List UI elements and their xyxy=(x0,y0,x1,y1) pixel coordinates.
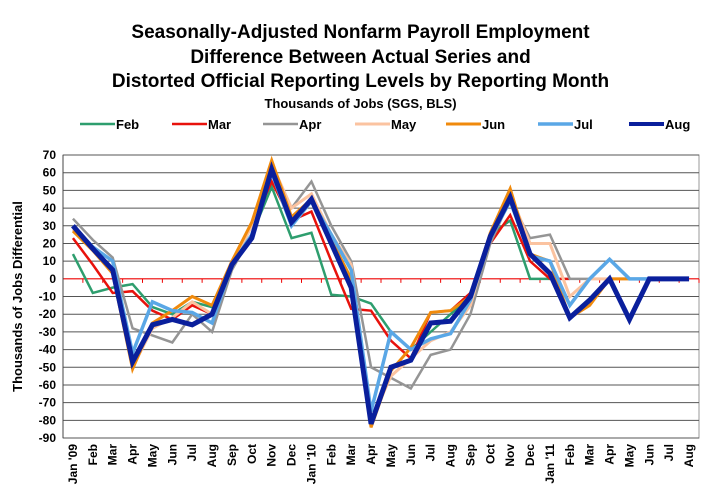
x-tick-label: Sep xyxy=(463,444,477,466)
x-tick-label: Jun xyxy=(404,444,418,465)
x-tick-label: Dec xyxy=(285,444,299,466)
y-tick-label: 40 xyxy=(43,201,57,215)
legend-label-apr: Apr xyxy=(299,117,321,132)
x-tick-label: Jun xyxy=(642,444,656,465)
x-tick-label: Jun xyxy=(165,444,179,465)
x-tick-label: Feb xyxy=(324,444,338,465)
x-tick-label: Jan '09 xyxy=(66,444,80,485)
series-line-aug xyxy=(71,161,690,425)
y-tick-label: -60 xyxy=(39,378,57,392)
y-tick-label: -40 xyxy=(39,343,57,357)
x-tick-label: Feb xyxy=(86,444,100,465)
x-tick-label: Feb xyxy=(563,444,577,465)
chart-title-line-2: Difference Between Actual Series and xyxy=(190,47,531,68)
y-tick-label: 10 xyxy=(43,254,57,268)
x-tick-label: Jan '11 xyxy=(543,444,557,484)
x-tick-label: Apr xyxy=(126,444,140,465)
x-tick-label: Oct xyxy=(483,444,497,464)
y-tick-label: -50 xyxy=(39,360,57,374)
y-tick-label: 50 xyxy=(43,183,57,197)
x-tick-label: Mar xyxy=(344,444,358,466)
x-tick-label: Sep xyxy=(225,444,239,466)
y-tick-label: -30 xyxy=(39,325,57,339)
x-tick-label: Nov xyxy=(503,444,517,467)
x-tick-label: Nov xyxy=(265,444,279,467)
legend-label-may: May xyxy=(391,117,417,132)
legend-label-jul: Jul xyxy=(574,117,593,132)
x-tick-label: May xyxy=(145,444,159,468)
x-tick-label: Apr xyxy=(364,444,378,465)
x-tick-label: Mar xyxy=(583,444,597,466)
x-tick-label: Aug xyxy=(682,444,696,467)
y-axis-title: Thousands of Jobs Differential xyxy=(10,201,25,392)
y-tick-label: 20 xyxy=(43,236,57,250)
x-tick-label: Aug xyxy=(205,444,219,467)
x-tick-label: Jan '10 xyxy=(304,444,318,485)
y-tick-label: 60 xyxy=(43,166,57,180)
y-tick-label: -10 xyxy=(39,290,57,304)
y-tick-label: 0 xyxy=(49,272,56,286)
x-tick-label: Dec xyxy=(523,444,537,466)
x-tick-label: Apr xyxy=(603,444,617,465)
x-tick-label: Oct xyxy=(245,444,259,464)
y-tick-label: -90 xyxy=(39,431,57,445)
x-tick-label: Aug xyxy=(444,444,458,467)
y-tick-label: 30 xyxy=(43,219,57,233)
y-tick-label: -80 xyxy=(39,413,57,427)
x-tick-label: Jul xyxy=(424,444,438,461)
x-tick-label: May xyxy=(622,444,636,468)
x-tick-label: May xyxy=(384,444,398,468)
legend-label-jun: Jun xyxy=(482,117,505,132)
x-tick-label: Jul xyxy=(185,444,199,461)
y-tick-label: 70 xyxy=(43,148,57,162)
y-tick-label: -20 xyxy=(39,307,57,321)
chart-title-line-1: Seasonally-Adjusted Nonfarm Payroll Empl… xyxy=(131,22,590,43)
x-tick-label: Mar xyxy=(106,444,120,466)
legend-label-mar: Mar xyxy=(208,117,231,132)
y-tick-label: -70 xyxy=(39,396,57,410)
legend-label-aug: Aug xyxy=(665,117,690,132)
x-tick-label: Jul xyxy=(662,444,676,461)
chart-title-line-3: Distorted Official Reporting Levels by R… xyxy=(111,71,610,92)
legend-label-feb: Feb xyxy=(116,117,139,132)
chart-subtitle: Thousands of Jobs (SGS, BLS) xyxy=(264,96,457,111)
